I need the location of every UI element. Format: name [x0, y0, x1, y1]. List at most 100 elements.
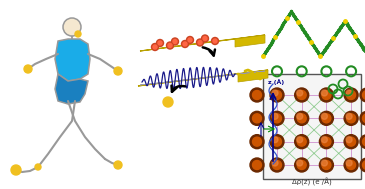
Circle shape [250, 88, 264, 102]
Circle shape [360, 135, 365, 149]
Circle shape [297, 114, 306, 123]
Circle shape [272, 160, 278, 166]
Circle shape [322, 113, 327, 119]
Circle shape [63, 18, 81, 36]
Circle shape [297, 90, 303, 96]
Circle shape [297, 137, 306, 146]
Circle shape [172, 38, 178, 45]
Circle shape [181, 40, 188, 47]
Circle shape [297, 160, 303, 166]
Polygon shape [138, 70, 268, 86]
Polygon shape [55, 39, 90, 81]
Circle shape [319, 158, 333, 172]
Circle shape [295, 135, 309, 149]
Circle shape [196, 39, 204, 46]
Circle shape [297, 137, 303, 143]
Circle shape [273, 91, 281, 99]
Circle shape [362, 114, 365, 123]
Circle shape [346, 137, 352, 143]
Circle shape [362, 160, 365, 170]
Circle shape [114, 161, 122, 169]
Circle shape [347, 114, 356, 123]
Circle shape [346, 113, 352, 119]
Circle shape [272, 113, 278, 119]
Circle shape [273, 160, 281, 170]
Circle shape [253, 160, 261, 170]
Bar [263, 74, 361, 179]
Circle shape [151, 43, 158, 50]
Circle shape [11, 165, 21, 175]
Circle shape [75, 31, 81, 37]
Circle shape [362, 91, 365, 99]
Circle shape [346, 160, 352, 166]
Circle shape [360, 88, 365, 102]
Circle shape [319, 88, 333, 102]
Circle shape [270, 111, 284, 125]
Text: Δρ(z) (e /Å): Δρ(z) (e /Å) [292, 177, 332, 185]
Circle shape [253, 91, 261, 99]
Circle shape [24, 65, 32, 73]
Circle shape [347, 160, 356, 170]
Circle shape [346, 90, 352, 96]
Circle shape [272, 137, 278, 143]
Circle shape [250, 158, 264, 172]
Circle shape [360, 111, 365, 125]
Circle shape [347, 91, 356, 99]
Circle shape [163, 97, 173, 107]
Circle shape [253, 137, 261, 146]
Circle shape [35, 164, 41, 170]
Circle shape [273, 114, 281, 123]
Circle shape [295, 88, 309, 102]
Circle shape [344, 158, 358, 172]
Circle shape [188, 38, 192, 42]
Circle shape [272, 90, 278, 96]
Polygon shape [140, 35, 265, 51]
Circle shape [322, 160, 331, 170]
Polygon shape [140, 71, 265, 85]
Circle shape [322, 90, 327, 96]
Circle shape [153, 45, 157, 49]
Circle shape [297, 160, 306, 170]
Circle shape [344, 111, 358, 125]
Circle shape [319, 111, 333, 125]
Circle shape [295, 158, 309, 172]
Circle shape [297, 113, 303, 119]
Circle shape [270, 158, 284, 172]
Polygon shape [238, 70, 268, 82]
Circle shape [250, 135, 264, 149]
Circle shape [295, 111, 309, 125]
Circle shape [158, 41, 162, 45]
Circle shape [322, 91, 331, 99]
Circle shape [360, 158, 365, 172]
Circle shape [344, 88, 358, 102]
Circle shape [344, 135, 358, 149]
Circle shape [322, 137, 327, 143]
Polygon shape [55, 74, 88, 104]
Circle shape [166, 42, 173, 49]
Circle shape [253, 114, 261, 123]
Text: z (Å): z (Å) [268, 79, 284, 85]
Polygon shape [235, 35, 265, 47]
Circle shape [203, 36, 207, 40]
Circle shape [201, 35, 208, 42]
Circle shape [362, 137, 365, 146]
Circle shape [322, 160, 327, 166]
Circle shape [322, 137, 331, 146]
Circle shape [270, 135, 284, 149]
Circle shape [198, 40, 202, 44]
Circle shape [297, 91, 306, 99]
Circle shape [183, 42, 187, 46]
Circle shape [250, 111, 264, 125]
Circle shape [270, 88, 284, 102]
Circle shape [319, 135, 333, 149]
Circle shape [187, 36, 193, 43]
Circle shape [173, 40, 177, 43]
Circle shape [322, 114, 331, 123]
Circle shape [347, 137, 356, 146]
Circle shape [157, 40, 164, 46]
Circle shape [168, 43, 172, 47]
Circle shape [114, 67, 122, 75]
Circle shape [213, 39, 217, 43]
Circle shape [211, 37, 219, 44]
Circle shape [273, 137, 281, 146]
